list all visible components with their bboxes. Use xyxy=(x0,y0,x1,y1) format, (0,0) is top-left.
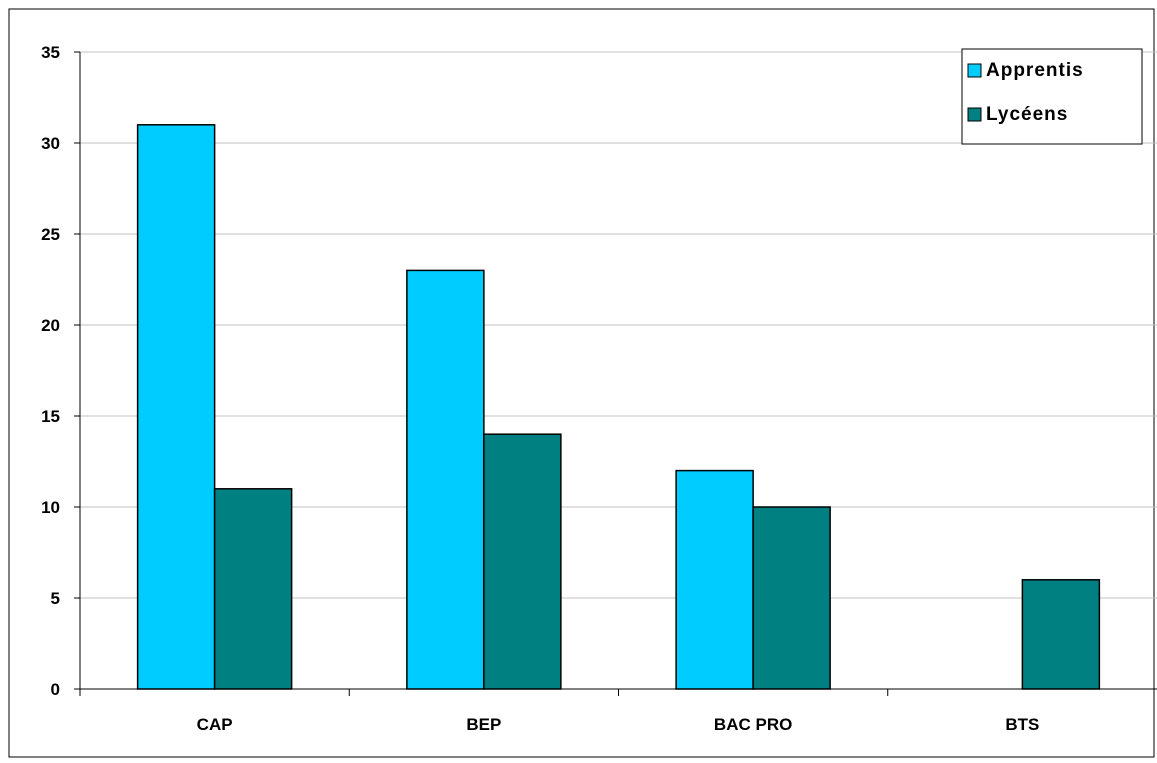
x-tick-label: BAC PRO xyxy=(714,715,792,734)
legend: Apprentis Lycéens xyxy=(961,48,1143,145)
bar-apprentis-cap xyxy=(136,124,216,690)
axes xyxy=(74,51,1157,696)
bar-lycéens-bep xyxy=(483,433,562,690)
y-tick-label: 15 xyxy=(41,407,60,426)
bar-lycéens-bac-pro xyxy=(752,506,831,690)
bar-lycéens-bts xyxy=(1021,579,1101,690)
bars xyxy=(136,124,1101,690)
legend-label-apprentis: Apprentis xyxy=(986,60,1084,81)
legend-swatch-apprentis xyxy=(967,63,982,78)
y-tick-label: 0 xyxy=(51,680,60,699)
y-tick-labels: 0 5 10 15 20 25 30 35 xyxy=(41,43,60,699)
y-tick-label: 5 xyxy=(51,589,60,608)
legend-label-lycéens: Lycéens xyxy=(986,104,1068,125)
x-tick-labels: CAP BEP BAC PRO BTS xyxy=(197,715,1040,734)
x-tick-label: BTS xyxy=(1005,715,1039,734)
x-tick-label: BEP xyxy=(466,715,501,734)
y-tick-label: 25 xyxy=(41,225,60,244)
x-tick-label: CAP xyxy=(197,715,233,734)
y-tick-label: 10 xyxy=(41,498,60,517)
bar-apprentis-bac-pro xyxy=(675,469,754,690)
y-tick-label: 20 xyxy=(41,316,60,335)
y-tick-label: 35 xyxy=(41,43,60,62)
y-tick-label: 30 xyxy=(41,134,60,153)
legend-swatch-lycéens xyxy=(967,107,982,122)
bar-apprentis-bep xyxy=(406,269,485,690)
legend-box xyxy=(961,48,1143,145)
bar-lycéens-cap xyxy=(213,488,293,690)
